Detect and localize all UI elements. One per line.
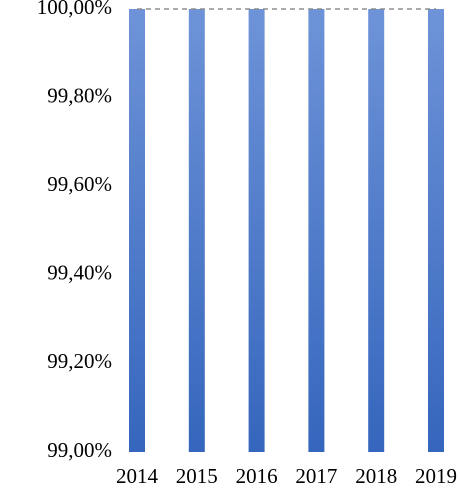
bar-segment	[248, 9, 265, 452]
x-tick-label: 2016	[236, 464, 278, 488]
bar-segment	[428, 9, 444, 452]
bar-segment	[308, 9, 325, 452]
x-tick-label: 2014	[116, 464, 159, 488]
bar-segment	[368, 9, 385, 452]
y-tick-label: 100,00%	[37, 0, 112, 19]
bar-segment	[129, 9, 145, 452]
x-tick-label: 2017	[295, 464, 337, 488]
x-tick-label: 2019	[415, 464, 457, 488]
y-tick-label: 99,80%	[47, 83, 112, 107]
x-tick-label: 2015	[176, 464, 218, 488]
y-tick-label: 99,00%	[47, 438, 112, 462]
y-tick-label: 99,40%	[47, 261, 112, 285]
bar-segment	[188, 9, 205, 452]
y-tick-label: 99,20%	[47, 349, 112, 373]
x-tick-label: 2018	[355, 464, 397, 488]
y-tick-label: 99,60%	[47, 172, 112, 196]
